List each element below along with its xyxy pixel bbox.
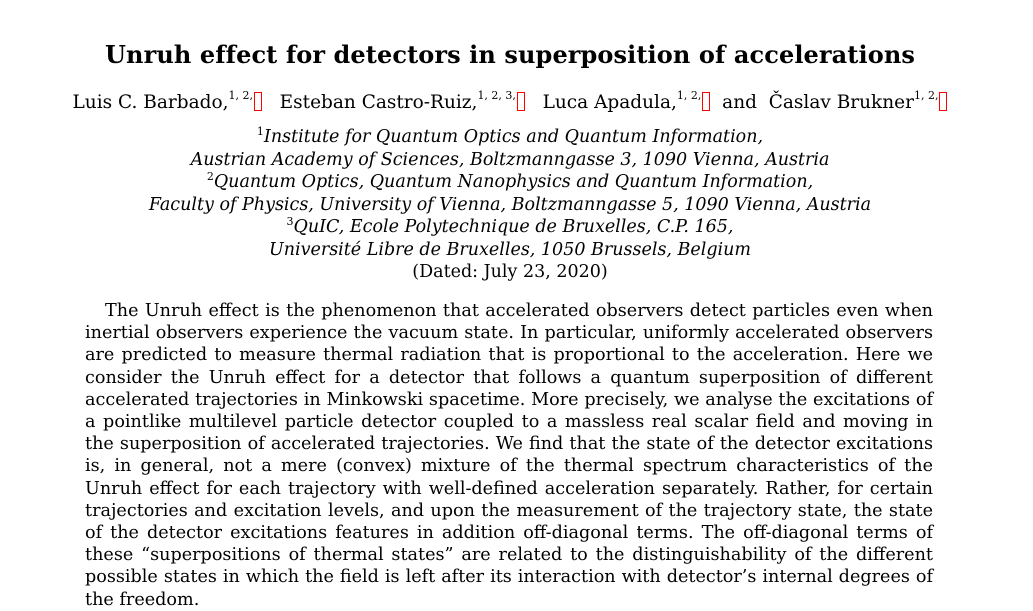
author-affil-marks: 1, 2, bbox=[676, 88, 702, 102]
affiliation-line: Quantum Optics, Quantum Nanophysics and … bbox=[213, 172, 814, 192]
affiliation-line: Université Libre de Bruxelles, 1050 Brus… bbox=[268, 239, 752, 260]
author-3: Luca Apadula,1, 2, bbox=[542, 88, 711, 113]
footnote-link[interactable] bbox=[939, 92, 948, 111]
author-4: Časlav Brukner1, 2, bbox=[768, 88, 948, 113]
author-name: Luca Apadula, bbox=[542, 92, 677, 113]
affiliation-number: 3 bbox=[286, 215, 294, 229]
affiliation-1: 1Institute for Quantum Optics and Quantu… bbox=[0, 126, 1020, 149]
affiliation-line: Faculty of Physics, University of Vienna… bbox=[148, 194, 872, 215]
footnote-link[interactable] bbox=[253, 92, 262, 111]
paper-title: Unruh effect for detectors in superposit… bbox=[105, 40, 915, 69]
author-2: Esteban Castro-Ruiz,1, 2, 3, bbox=[279, 88, 525, 113]
abstract: The Unruh effect is the phenomenon that … bbox=[85, 301, 933, 610]
author-name: Luis C. Barbado, bbox=[72, 92, 229, 113]
affiliation-line: Austrian Academy of Sciences, Boltzmanng… bbox=[190, 149, 830, 170]
author-affil-marks: 1, 2, bbox=[913, 88, 939, 102]
author-1: Luis C. Barbado,1, 2, bbox=[72, 88, 262, 113]
affiliation-2: 2Quantum Optics, Quantum Nanophysics and… bbox=[0, 171, 1020, 194]
affiliation-number: 2 bbox=[206, 170, 214, 184]
date-line: (Dated: July 23, 2020) bbox=[412, 262, 608, 282]
affiliation-line: Institute for Quantum Optics and Quantum… bbox=[263, 127, 764, 147]
affiliation-3: 3QuIC, Ecole Polytechnique de Bruxelles,… bbox=[0, 216, 1020, 239]
author-affil-marks: 1, 2, bbox=[228, 88, 253, 102]
author-name: Časlav Brukner bbox=[768, 92, 914, 113]
author-list: Luis C. Barbado,1, 2, Esteban Castro-Rui… bbox=[0, 88, 1020, 113]
author-name: Esteban Castro-Ruiz, bbox=[279, 92, 478, 113]
author-and: and bbox=[722, 92, 757, 113]
footnote-link[interactable] bbox=[516, 92, 525, 111]
author-affil-marks: 1, 2, 3, bbox=[477, 88, 516, 102]
affiliations: 1Institute for Quantum Optics and Quantu… bbox=[0, 126, 1020, 284]
affiliation-number: 1 bbox=[256, 125, 264, 139]
footnote-link[interactable] bbox=[702, 92, 711, 111]
affiliation-line: QuIC, Ecole Polytechnique de Bruxelles, … bbox=[293, 217, 734, 237]
